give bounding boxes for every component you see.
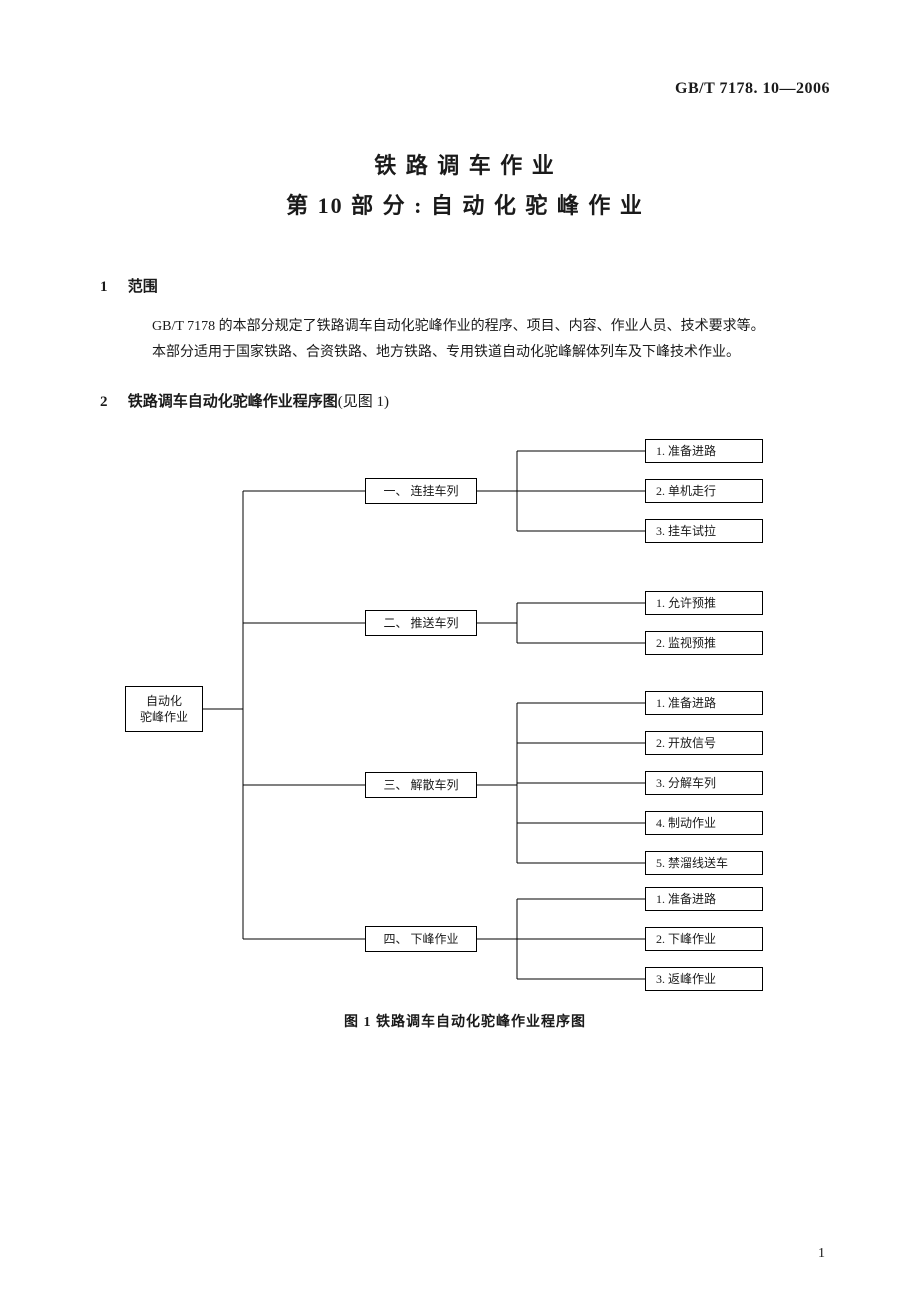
section-1-title: 范围 xyxy=(128,279,158,295)
node-leaf-3-1: 2. 下峰作业 xyxy=(645,927,763,951)
node-leaf-0-0: 1. 准备进路 xyxy=(645,439,763,463)
node-leaf-3-2: 3. 返峰作业 xyxy=(645,967,763,991)
title-main: 铁 路 调 车 作 业 xyxy=(100,148,830,180)
node-leaf-2-3: 4. 制动作业 xyxy=(645,811,763,835)
title-sub: 第 10 部 分 : 自 动 化 驼 峰 作 业 xyxy=(100,188,830,220)
page-number: 1 xyxy=(818,1246,825,1262)
node-leaf-3-0: 1. 准备进路 xyxy=(645,887,763,911)
node-leaf-2-1: 2. 开放信号 xyxy=(645,731,763,755)
section-2-title: 铁路调车自动化驼峰作业程序图 xyxy=(128,394,338,410)
title-block: 铁 路 调 车 作 业 第 10 部 分 : 自 动 化 驼 峰 作 业 xyxy=(100,148,830,220)
node-root: 自动化 驼峰作业 xyxy=(125,686,203,732)
node-mid-2: 三、 解散车列 xyxy=(365,772,477,798)
node-leaf-0-1: 2. 单机走行 xyxy=(645,479,763,503)
standard-code: GB/T 7178. 10—2006 xyxy=(100,80,830,98)
node-leaf-2-2: 3. 分解车列 xyxy=(645,771,763,795)
page: GB/T 7178. 10—2006 铁 路 调 车 作 业 第 10 部 分 … xyxy=(0,0,920,1302)
node-leaf-2-4: 5. 禁溜线送车 xyxy=(645,851,763,875)
node-mid-0: 一、 连挂车列 xyxy=(365,478,477,504)
section-1-p1: GB/T 7178 的本部分规定了铁路调车自动化驼峰作业的程序、项目、内容、作业… xyxy=(124,314,830,340)
section-2-head: 2 铁路调车自动化驼峰作业程序图(见图 1) xyxy=(100,390,830,411)
section-1-number: 1 xyxy=(100,279,124,296)
section-1-p2: 本部分适用于国家铁路、合资铁路、地方铁路、专用铁道自动化驼峰解体列车及下峰技术作… xyxy=(124,340,830,366)
figure-caption: 图 1 铁路调车自动化驼峰作业程序图 xyxy=(100,1011,830,1031)
section-2-suffix: (见图 1) xyxy=(338,394,389,410)
section-2-number: 2 xyxy=(100,394,124,411)
node-mid-1: 二、 推送车列 xyxy=(365,610,477,636)
section-1-head: 1 范围 xyxy=(100,275,830,296)
section-1-body: GB/T 7178 的本部分规定了铁路调车自动化驼峰作业的程序、项目、内容、作业… xyxy=(100,314,830,366)
node-leaf-1-0: 1. 允许预推 xyxy=(645,591,763,615)
node-leaf-1-1: 2. 监视预推 xyxy=(645,631,763,655)
node-leaf-2-0: 1. 准备进路 xyxy=(645,691,763,715)
flowchart: 自动化 驼峰作业 一、 连挂车列 1. 准备进路 2. 单机走行 3. 挂车试拉二、 推… xyxy=(105,429,825,989)
node-mid-3: 四、 下峰作业 xyxy=(365,926,477,952)
node-leaf-0-2: 3. 挂车试拉 xyxy=(645,519,763,543)
